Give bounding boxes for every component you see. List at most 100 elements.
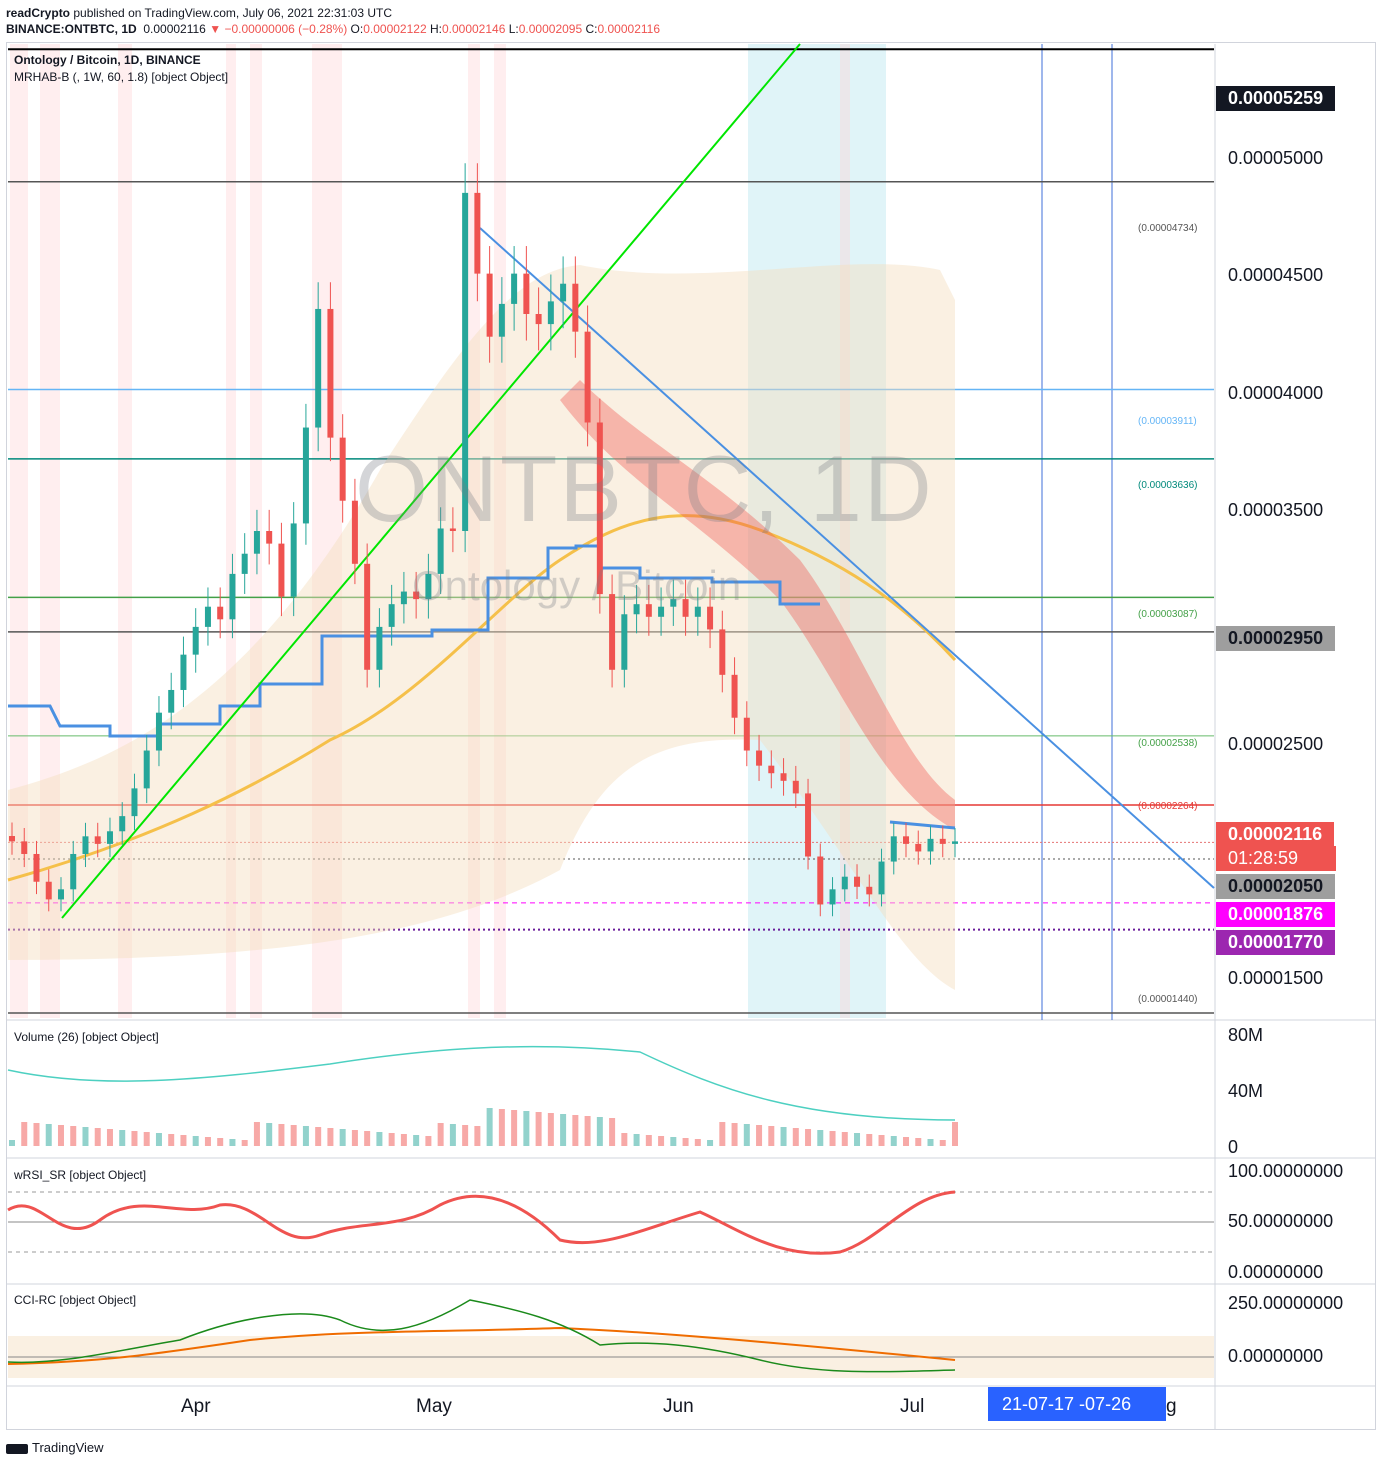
volume-bar bbox=[204, 1137, 211, 1146]
uptrend-line bbox=[61, 43, 801, 919]
candle-body bbox=[462, 192, 469, 531]
candle-body bbox=[45, 881, 52, 900]
volume-bar bbox=[290, 1125, 297, 1146]
candle-body bbox=[204, 606, 211, 627]
price-tag-2050: 0.00002050 bbox=[1216, 874, 1336, 899]
candle-body bbox=[621, 614, 628, 670]
candle-body bbox=[131, 788, 138, 817]
volume-bar bbox=[315, 1127, 322, 1146]
candle-body bbox=[302, 427, 309, 524]
volume-bar bbox=[302, 1126, 309, 1146]
volume-tick: 80M bbox=[1228, 1025, 1264, 1045]
volume-bar bbox=[780, 1127, 787, 1146]
rsi-tick: 50.00000000 bbox=[1228, 1211, 1334, 1231]
signal-band bbox=[312, 44, 342, 1018]
signal-band bbox=[226, 44, 236, 1018]
volume-bar bbox=[82, 1127, 89, 1146]
candle-body bbox=[719, 629, 726, 675]
volume-average-line bbox=[7, 1045, 956, 1121]
volume-bar bbox=[388, 1133, 395, 1146]
volume-legend[interactable]: Volume (26) [object Object] bbox=[14, 1030, 159, 1044]
candle-body bbox=[9, 836, 15, 842]
candle-body bbox=[817, 856, 824, 905]
volume-bar bbox=[351, 1130, 358, 1146]
volume-bar bbox=[327, 1128, 334, 1146]
volume-bar bbox=[462, 1125, 469, 1146]
candle-body bbox=[364, 563, 371, 670]
candle-body bbox=[82, 836, 89, 854]
volume-tick: 0 bbox=[1228, 1137, 1239, 1157]
candle-body bbox=[707, 606, 714, 630]
level-label: (0.00003911) bbox=[1138, 416, 1197, 427]
candle-body bbox=[645, 604, 652, 617]
price-tick: 0.00002500 bbox=[1228, 734, 1324, 754]
candle-body bbox=[119, 816, 126, 832]
candle-body bbox=[498, 303, 505, 337]
candle-body bbox=[854, 876, 861, 887]
volume-bar bbox=[756, 1125, 763, 1146]
candle-body bbox=[155, 712, 162, 751]
publish-note: published on TradingView.com, July 06, 2… bbox=[73, 6, 393, 20]
volume-bar bbox=[21, 1122, 28, 1146]
time-range-selection[interactable]: 21-07-17 -07-26 bbox=[988, 1387, 1166, 1421]
volume-bar bbox=[560, 1114, 567, 1146]
candle-body bbox=[229, 573, 236, 620]
candle-body bbox=[792, 780, 799, 794]
support-step-line bbox=[889, 820, 956, 830]
main-legend-title[interactable]: Ontology / Bitcoin, 1D, BINANCE bbox=[14, 53, 201, 67]
tradingview-footer[interactable]: TradingView bbox=[6, 1440, 104, 1455]
candle-body bbox=[890, 836, 897, 862]
tradingview-logo-icon bbox=[6, 1443, 28, 1454]
candle-body bbox=[241, 553, 248, 574]
signal-band bbox=[494, 44, 506, 1018]
volume-bar bbox=[339, 1129, 346, 1146]
price-tag-last: 0.00002116 bbox=[1216, 822, 1335, 847]
candle-body bbox=[658, 606, 665, 617]
rsi-tick: 0.00000000 bbox=[1228, 1262, 1324, 1282]
volume-bar bbox=[939, 1140, 946, 1146]
volume-bar bbox=[792, 1128, 799, 1146]
volume-bar bbox=[45, 1124, 52, 1146]
candle-body bbox=[841, 876, 848, 890]
volume-bar bbox=[33, 1123, 40, 1146]
volume-bar bbox=[168, 1134, 175, 1146]
volume-bar bbox=[694, 1139, 701, 1146]
support-step-line bbox=[8, 544, 820, 738]
volume-bar bbox=[57, 1125, 64, 1146]
candle-body bbox=[939, 838, 946, 844]
candle-body bbox=[57, 889, 64, 900]
symbol-label[interactable]: BINANCE:ONTBTC, 1D bbox=[6, 22, 137, 36]
candle-body bbox=[584, 331, 591, 423]
volume-bar bbox=[400, 1134, 407, 1146]
candle-body bbox=[829, 889, 836, 905]
candle-body bbox=[33, 853, 40, 882]
candle-body bbox=[952, 841, 958, 844]
volume-bar bbox=[768, 1126, 775, 1146]
volume-bar bbox=[523, 1111, 530, 1146]
volume-bar bbox=[511, 1110, 518, 1146]
cci-legend[interactable]: CCI-RC [object Object] bbox=[14, 1293, 137, 1307]
candle-body bbox=[768, 765, 775, 774]
candle-body bbox=[339, 437, 346, 501]
price-tick: 0.00004000 bbox=[1228, 383, 1324, 403]
candle-body bbox=[400, 591, 407, 605]
volume-bar bbox=[584, 1116, 591, 1146]
candle-body bbox=[474, 192, 481, 274]
volume-bar bbox=[952, 1122, 958, 1146]
price-tag-1770: 0.00001770 bbox=[1216, 930, 1336, 955]
main-legend-indicator[interactable]: MRHAB-B (, 1W, 60, 1.8) [object Object] bbox=[14, 70, 229, 84]
price-tick: 0.00003500 bbox=[1228, 500, 1324, 520]
level-label: (0.00003087) bbox=[1138, 609, 1198, 620]
candle-body bbox=[547, 301, 554, 325]
volume-bar bbox=[915, 1138, 922, 1146]
candle-body bbox=[780, 773, 787, 781]
chart-frame bbox=[6, 42, 1376, 1430]
rsi-legend[interactable]: wRSI_SR [object Object] bbox=[14, 1168, 147, 1182]
volume-bar bbox=[413, 1135, 420, 1146]
volume-bar bbox=[437, 1123, 444, 1146]
volume-bar bbox=[180, 1135, 187, 1146]
candle-body bbox=[572, 283, 579, 332]
signal-band bbox=[118, 44, 132, 1018]
volume-bar bbox=[376, 1132, 383, 1146]
